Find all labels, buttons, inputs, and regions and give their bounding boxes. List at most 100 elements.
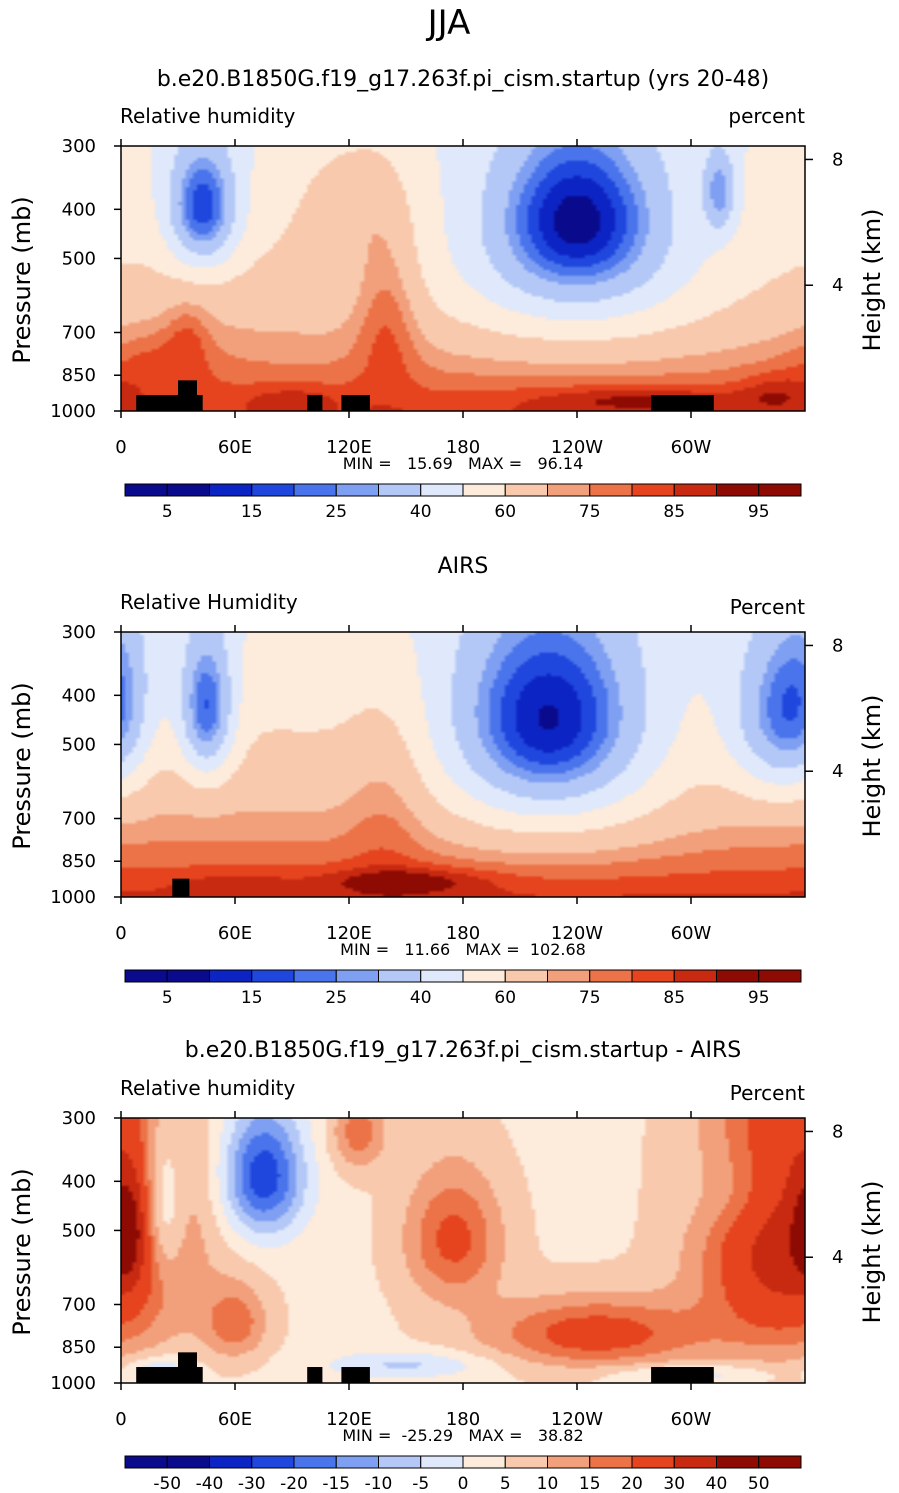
panel-1-colorbar-box — [209, 483, 253, 497]
panel-3-colorbar-label: 10 — [537, 1474, 559, 1493]
panel-2-colorbar-label: 60 — [494, 988, 516, 1008]
panel-2-left-label: Relative Humidity — [120, 590, 298, 614]
panel-3-ytick-label: 300 — [62, 1108, 96, 1129]
panel-3-colorbar-label: 20 — [621, 1474, 643, 1493]
panel-2-ytick-label: 1000 — [50, 887, 96, 908]
panel-3: b.e20.B1850G.f19_g17.263f.pi_cism.startu… — [8, 1038, 886, 1493]
panel-3-colorbar-label: 15 — [579, 1474, 601, 1493]
panel-3-land-mask-4 — [341, 1367, 370, 1383]
panel-3-colorbar-box — [504, 1455, 548, 1469]
panel-1-stats: MIN = 15.69 MAX = 96.14 — [343, 454, 584, 473]
panel-2-stats: MIN = 11.66 MAX = 102.68 — [340, 940, 586, 959]
panel-3-land-mask-5 — [651, 1367, 714, 1383]
panel-3-y2label: Height (km) — [858, 1181, 886, 1324]
panel-3-colorbar-label: 40 — [706, 1474, 728, 1493]
panel-3-colorbar-label: 5 — [500, 1474, 511, 1493]
panel-1-y2tick-label: 8 — [832, 149, 843, 170]
panel-1-land-mask-5 — [651, 395, 714, 411]
panel-2-xtick-label: 60E — [218, 923, 252, 944]
panel-2-ytick-label: 300 — [62, 622, 96, 643]
panel-1-xtick-label: 120W — [551, 437, 603, 458]
panel-2-colorbar: 5 15 25 40 60 75 85 95 — [124, 969, 802, 1008]
panel-1-colorbar-label: 5 — [162, 502, 173, 522]
panel-2-colorbar-box — [335, 969, 379, 983]
panel-2-xtick-label: 0 — [115, 923, 126, 944]
panel-3-right-label: Percent — [730, 1081, 805, 1105]
panel-1-colorbar-box — [589, 483, 633, 497]
panel-1-y2label: Height (km) — [858, 209, 886, 352]
panel-3-ylabel: Pressure (mb) — [8, 1168, 36, 1335]
panel-1-colorbar-box — [673, 483, 717, 497]
panel-1-colorbar-box — [758, 483, 802, 497]
panel-3-y2tick-label: 8 — [832, 1121, 843, 1142]
panel-2-title: AIRS — [438, 554, 489, 579]
panel-1-land-mask-3 — [307, 395, 323, 411]
panel-3-colorbar-label: -10 — [365, 1474, 393, 1493]
panel-2-xtick-label: 60W — [671, 923, 712, 944]
panel-2-colorbar-box — [124, 969, 168, 983]
panel-1-ylabel: Pressure (mb) — [8, 196, 36, 363]
panel-1-right-label: percent — [728, 104, 805, 128]
panel-1-xtick-label: 120E — [326, 437, 372, 458]
panel-2-land-mask-1 — [172, 878, 190, 897]
panel-1-ytick-label: 700 — [62, 322, 96, 343]
panel-3-colorbar-label: 30 — [663, 1474, 685, 1493]
panel-3-colorbar-label: 50 — [748, 1474, 770, 1493]
panel-3-xtick-label: 120E — [326, 1409, 372, 1430]
panel-1-ytick-label: 1000 — [50, 401, 96, 422]
panel-2-ylabel: Pressure (mb) — [8, 682, 36, 849]
panel-1-land-mask-2 — [178, 380, 197, 411]
panel-1-colorbar-label: 95 — [748, 502, 770, 522]
panel-1-plot: 0 60E 120E 180 120W 60W 300 400 500 700 850 1000 8 4 — [50, 136, 843, 458]
panel-2-y2label: Height (km) — [858, 695, 886, 838]
panel-3-ytick-label: 500 — [62, 1220, 96, 1241]
panel-1-ytick-label: 500 — [62, 248, 96, 269]
panel-1-colorbar-box — [504, 483, 548, 497]
panel-1-xtick-label: 180 — [446, 437, 480, 458]
panel-3-colorbar-box — [166, 1455, 210, 1469]
panel-1-colorbar-label: 75 — [579, 502, 601, 522]
panel-3-xtick-label: 180 — [446, 1409, 480, 1430]
panel-3-ytick-label: 400 — [62, 1171, 96, 1192]
panel-2: AIRS Relative Humidity Percent 0 60E 120E 1… — [8, 554, 886, 1008]
panel-2-colorbar-box — [673, 969, 717, 983]
panel-3-ytick-label: 700 — [62, 1294, 96, 1315]
panel-2-colorbar-box — [166, 969, 210, 983]
panel-1-ytick-label: 300 — [62, 136, 96, 157]
panel-3-land-mask-2 — [178, 1352, 197, 1383]
panel-1-ytick-label: 400 — [62, 199, 96, 220]
panel-3-left-label: Relative humidity — [120, 1076, 295, 1100]
panel-1-xtick-label: 0 — [115, 437, 126, 458]
panel-3-colorbar-label: -20 — [280, 1474, 308, 1493]
panel-3-colorbar-label: -50 — [153, 1474, 181, 1493]
panel-1-colorbar-box — [547, 483, 591, 497]
panel-2-xtick-label: 180 — [446, 923, 480, 944]
panel-3-colorbar: -50 -40 -30 -20 -15 -10 -5 0 5 10 15 20 30 40 50 — [124, 1455, 802, 1493]
panel-1: b.e20.B1850G.f19_g17.263f.pi_cism.startu… — [8, 67, 886, 522]
panel-2-colorbar-label: 40 — [410, 988, 432, 1008]
panel-3-colorbar-label: -5 — [412, 1474, 429, 1493]
panel-3-colorbar-box — [420, 1455, 464, 1469]
panel-1-title: b.e20.B1850G.f19_g17.263f.pi_cism.startu… — [157, 67, 769, 92]
panel-1-colorbar-box — [251, 483, 295, 497]
panel-1-land-mask-4 — [341, 395, 370, 411]
panel-1-xtick-label: 60E — [218, 437, 252, 458]
panel-1-colorbar-box — [124, 483, 168, 497]
panel-3-colorbar-label: 0 — [458, 1474, 469, 1493]
panel-1-colorbar-label: 60 — [494, 502, 516, 522]
panel-3-xtick-label: 0 — [115, 1409, 126, 1430]
panel-3-colorbar-box — [378, 1455, 422, 1469]
panel-1-colorbar-box — [335, 483, 379, 497]
panel-3-stats: MIN = -25.29 MAX = 38.82 — [342, 1426, 583, 1445]
panel-2-ytick-label: 700 — [62, 808, 96, 829]
panel-2-y2tick-label: 8 — [832, 635, 843, 656]
panel-2-right-label: Percent — [730, 595, 805, 619]
panel-2-xtick-label: 120W — [551, 923, 603, 944]
panel-3-plot: 0 60E 120E 180 120W 60W 300 400 500 700 850 1000 8 4 — [50, 1108, 843, 1430]
panel-1-colorbar-label: 40 — [410, 502, 432, 522]
panel-3-colorbar-box — [293, 1455, 337, 1469]
panel-3-colorbar-box — [716, 1455, 760, 1469]
panel-2-colorbar-label: 25 — [325, 988, 347, 1008]
panel-2-colorbar-box — [631, 969, 675, 983]
